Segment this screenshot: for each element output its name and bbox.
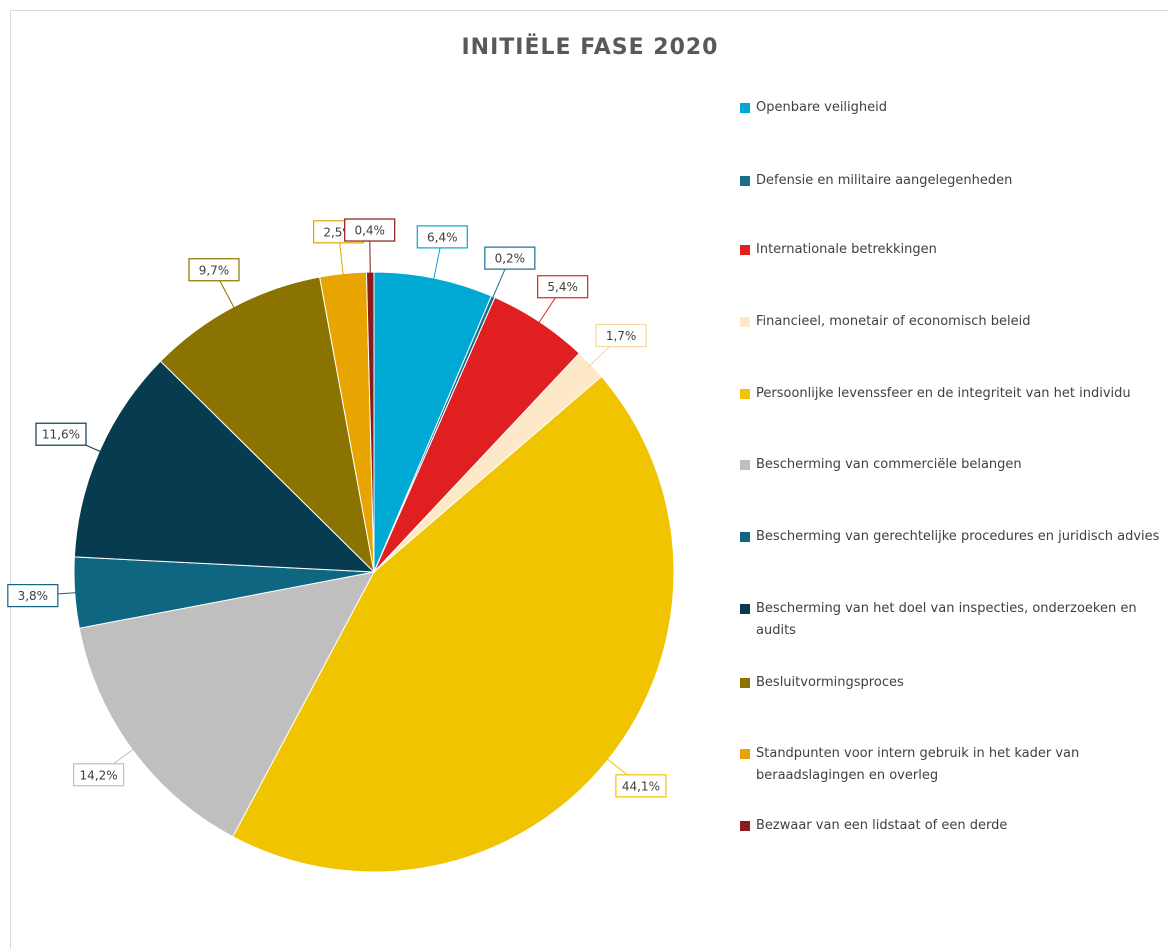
legend-swatch (740, 532, 750, 542)
data-label: 14,2% (80, 768, 118, 782)
legend-item: Persoonlijke levenssfeer en de integrite… (740, 383, 1166, 405)
legend-swatch (740, 317, 750, 327)
legend-item: Besluitvormingsproces (740, 672, 1166, 694)
label-box (188, 258, 240, 282)
legend-swatch (740, 176, 750, 186)
label-box (7, 584, 59, 608)
legend-item: Openbare veiligheid (740, 97, 1166, 119)
legend-label: Financieel, monetair of economisch belei… (756, 314, 1031, 329)
legend-swatch (740, 678, 750, 688)
legend-label: Defensie en militaire aangelegenheden (756, 173, 1013, 188)
legend-item: Defensie en militaire aangelegenheden (740, 170, 1166, 192)
label-box (344, 218, 396, 242)
legend-label: Bescherming van commerciële belangen (756, 457, 1022, 472)
legend-item: Financieel, monetair of economisch belei… (740, 311, 1166, 333)
label-box (595, 323, 647, 348)
data-label: 9,7% (199, 263, 230, 277)
label-box (484, 246, 536, 270)
legend-label: Openbare veiligheid (756, 100, 888, 115)
label-box (35, 422, 87, 446)
legend-label: Standpunten voor intern gebruik in het k… (756, 746, 1080, 783)
data-label: 0,2% (495, 252, 526, 266)
data-label: 6,4% (427, 230, 458, 244)
legend-label: Bescherming van gerechtelijke procedures… (756, 529, 1160, 544)
legend-swatch (740, 749, 750, 759)
legend-swatch (740, 389, 750, 399)
legend-swatch (740, 821, 750, 831)
legend-label: Internationale betrekkingen (756, 242, 937, 257)
legend-swatch (740, 604, 750, 614)
legend-item: Bescherming van het doel van inspecties,… (740, 598, 1166, 642)
label-box (416, 225, 468, 249)
legend-item: Standpunten voor intern gebruik in het k… (740, 743, 1166, 787)
legend-label: Besluitvormingsproces (756, 675, 904, 690)
label-box (537, 275, 589, 299)
legend-label: Bezwaar van een lidstaat of een derde (756, 818, 1008, 833)
legend-swatch (740, 245, 750, 255)
chart-border (10, 10, 1168, 949)
label-box (615, 774, 667, 798)
data-label: 0,4% (354, 224, 385, 238)
legend-item: Bescherming van commerciële belangen (740, 454, 1166, 476)
legend-item: Bescherming van gerechtelijke procedures… (740, 526, 1166, 548)
data-label: 3,8% (18, 589, 49, 603)
legend-label: Bescherming van het doel van inspecties,… (756, 601, 1137, 638)
data-label: 44,1% (622, 779, 660, 793)
legend-item: Bezwaar van een lidstaat of een derde (740, 815, 1166, 837)
legend-item: Internationale betrekkingen (740, 239, 1166, 261)
chart-title: INITIËLE FASE 2020 (461, 34, 718, 60)
legend-swatch (740, 103, 750, 113)
data-label: 1,7% (606, 329, 637, 343)
data-label: 5,4% (547, 280, 578, 294)
legend-label: Persoonlijke levenssfeer en de integrite… (756, 386, 1131, 401)
label-box (72, 763, 125, 787)
legend-swatch (740, 460, 750, 470)
data-label: 11,6% (42, 428, 80, 442)
